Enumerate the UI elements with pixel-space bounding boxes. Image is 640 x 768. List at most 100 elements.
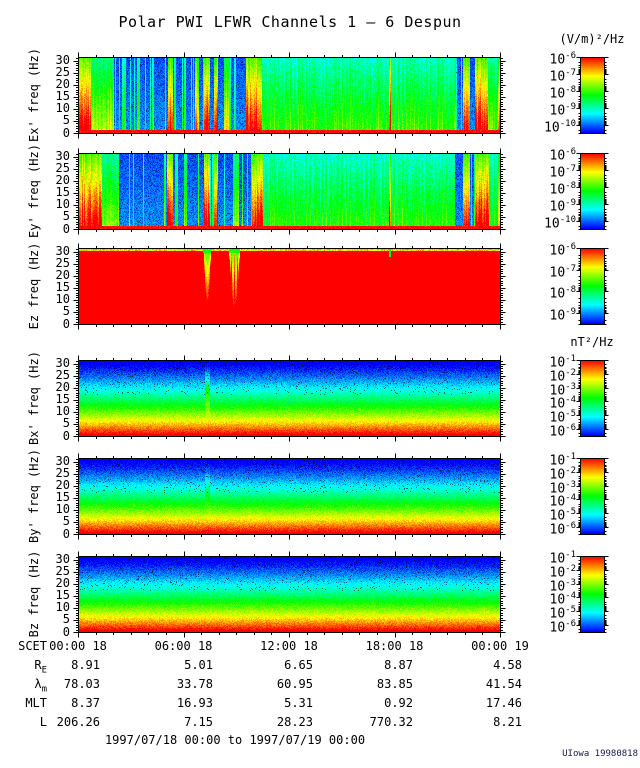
colorbar-tick-label-bx--4: 10-4 <box>549 395 577 412</box>
annotation-value-r3-c2: 5.31 <box>284 696 313 710</box>
ytick-label-ey-30: 30 <box>55 149 70 164</box>
spectrogram-canvas-ey <box>70 145 508 237</box>
ytick-label-ey-0: 0 <box>62 221 70 236</box>
colorbar-tick-label-bx--1: 10-1 <box>549 354 577 371</box>
annotation-value-r4-c4: 8.21 <box>493 715 522 729</box>
colorbar-tick-label-by--3: 10-3 <box>549 479 577 496</box>
ytick-label-ex-5: 5 <box>62 113 70 128</box>
colorbar-canvas-ey <box>572 145 612 237</box>
spectrogram-canvas-ez <box>70 240 508 332</box>
colorbar-tick-label-by--2: 10-2 <box>549 465 577 483</box>
ytick-label-bx-10: 10 <box>55 404 70 419</box>
ytick-label-ez-10: 10 <box>55 292 70 307</box>
colorbar-tick-label-ey--7: 10-7 <box>549 163 577 181</box>
annotation-value-r2-c4: 41.54 <box>485 677 522 691</box>
colorbar-tick-label-ex--9: 10-9 <box>549 101 577 118</box>
colorbar-tick-label-bx--3: 10-3 <box>549 381 577 398</box>
colorbar-tick-label-bz--6: 10-6 <box>549 619 577 636</box>
colorbar-tick-label-by--1: 10-1 <box>549 452 577 469</box>
ytick-label-ey-25: 25 <box>55 161 70 176</box>
annotation-value-r2-c2: 60.95 <box>276 677 313 691</box>
ytick-label-ex-20: 20 <box>55 77 70 92</box>
row-label-λ: λm <box>34 677 47 695</box>
spectrogram-canvas-bx <box>70 352 508 444</box>
colorbar-canvas-bz <box>572 548 612 640</box>
scet-time-label-r0-c3: 18:00 18 <box>365 639 424 653</box>
ytick-label-bx-30: 30 <box>55 356 70 371</box>
ytick-label-by-25: 25 <box>55 466 70 481</box>
ytick-label-ez-5: 5 <box>62 304 70 319</box>
ytick-label-ex-15: 15 <box>55 89 70 104</box>
credit-label: UIowa 19980818 <box>562 749 638 759</box>
annotation-value-r2-c3: 83.85 <box>376 677 413 691</box>
colorbar-tick-label-ex--10: 10-10 <box>544 118 576 135</box>
ytick-label-bx-25: 25 <box>55 368 70 383</box>
ytick-label-ez-20: 20 <box>55 268 70 283</box>
annotation-value-r2-c1: 33.78 <box>176 677 213 691</box>
ytick-label-by-15: 15 <box>55 490 70 505</box>
ytick-label-by-5: 5 <box>62 514 70 529</box>
annotation-value-r3-c4: 17.46 <box>485 696 522 710</box>
colorbar-tick-label-bx--2: 10-2 <box>549 367 577 385</box>
ytick-label-ey-20: 20 <box>55 173 70 188</box>
spectrogram-canvas-by <box>70 450 508 542</box>
annotation-value-r1-c0: 8.91 <box>71 658 100 672</box>
colorbar-canvas-ex <box>572 49 612 141</box>
annotation-value-r4-c1: 7.15 <box>184 715 213 729</box>
y-axis-label-bx: Bx' freq (Hz) <box>27 351 41 445</box>
ytick-label-ez-30: 30 <box>55 244 70 259</box>
colorbar-tick-label-by--6: 10-6 <box>549 521 577 538</box>
annotation-value-r1-c1: 5.01 <box>184 658 213 672</box>
ytick-label-bz-20: 20 <box>55 576 70 591</box>
colorbar-tick-label-bz--4: 10-4 <box>549 591 577 608</box>
annotation-value-r1-c2: 6.65 <box>284 658 313 672</box>
spectrogram-canvas-ex <box>70 49 508 141</box>
annotation-value-r1-c4: 4.58 <box>493 658 522 672</box>
row-label-MLT: MLT <box>25 696 47 710</box>
ytick-label-ez-15: 15 <box>55 280 70 295</box>
ytick-label-bz-15: 15 <box>55 588 70 603</box>
ytick-label-by-0: 0 <box>62 526 70 541</box>
ytick-label-ex-10: 10 <box>55 101 70 116</box>
annotation-value-r3-c0: 8.37 <box>71 696 100 710</box>
y-axis-label-ez: Ez freq (Hz) <box>27 242 41 330</box>
ytick-label-ez-25: 25 <box>55 256 70 271</box>
colorbar-tick-label-ey--6: 10-6 <box>549 147 577 164</box>
colorbar-tick-label-ez--6: 10-6 <box>549 242 577 259</box>
colorbar-tick-label-ez--9: 10-9 <box>549 307 577 324</box>
scet-time-label-r0-c2: 12:00 18 <box>260 639 318 653</box>
colorbar-tick-label-bx--6: 10-6 <box>549 423 577 440</box>
colorbar-tick-label-bz--1: 10-1 <box>549 550 577 567</box>
colorbar-tick-label-ez--8: 10-8 <box>549 285 577 302</box>
ytick-label-bz-10: 10 <box>55 600 70 615</box>
ytick-label-ez-0: 0 <box>62 316 70 331</box>
ytick-label-ey-5: 5 <box>62 209 70 224</box>
colorbar-tick-label-bx--5: 10-5 <box>549 409 577 426</box>
annotation-value-r4-c2: 28.23 <box>276 715 313 729</box>
spectrogram-canvas-bz <box>70 548 508 640</box>
ytick-label-bx-20: 20 <box>55 380 70 395</box>
row-label-SCET: SCET <box>18 639 47 653</box>
row-label-R: RE <box>34 658 47 676</box>
colorbar-tick-label-ex--7: 10-7 <box>549 67 577 85</box>
colorbar-tick-label-by--5: 10-5 <box>549 507 577 524</box>
scet-time-label-r0-c1: 06:00 18 <box>154 639 213 653</box>
colorbar-canvas-by <box>572 450 612 542</box>
ytick-label-bz-30: 30 <box>55 552 70 567</box>
ytick-label-by-20: 20 <box>55 478 70 493</box>
colorbar-tick-label-by--4: 10-4 <box>549 493 577 510</box>
y-axis-label-ex: Ex' freq (Hz) <box>27 48 41 142</box>
colorbar-tick-label-ex--6: 10-6 <box>549 51 577 68</box>
colorbar-tick-label-bz--3: 10-3 <box>549 577 577 594</box>
units-label-bx: nT²/Hz <box>570 335 614 349</box>
annotation-value-r3-c1: 16.93 <box>176 696 213 710</box>
ytick-label-ex-0: 0 <box>62 125 70 140</box>
colorbar-tick-label-bz--5: 10-5 <box>549 605 577 622</box>
colorbar-tick-label-ey--10: 10-10 <box>544 214 576 231</box>
colorbar-canvas-bx <box>572 352 612 444</box>
ytick-label-bx-5: 5 <box>62 416 70 431</box>
annotation-value-r3-c3: 0.92 <box>384 696 413 710</box>
ytick-label-ey-10: 10 <box>55 197 70 212</box>
ytick-label-by-10: 10 <box>55 502 70 517</box>
